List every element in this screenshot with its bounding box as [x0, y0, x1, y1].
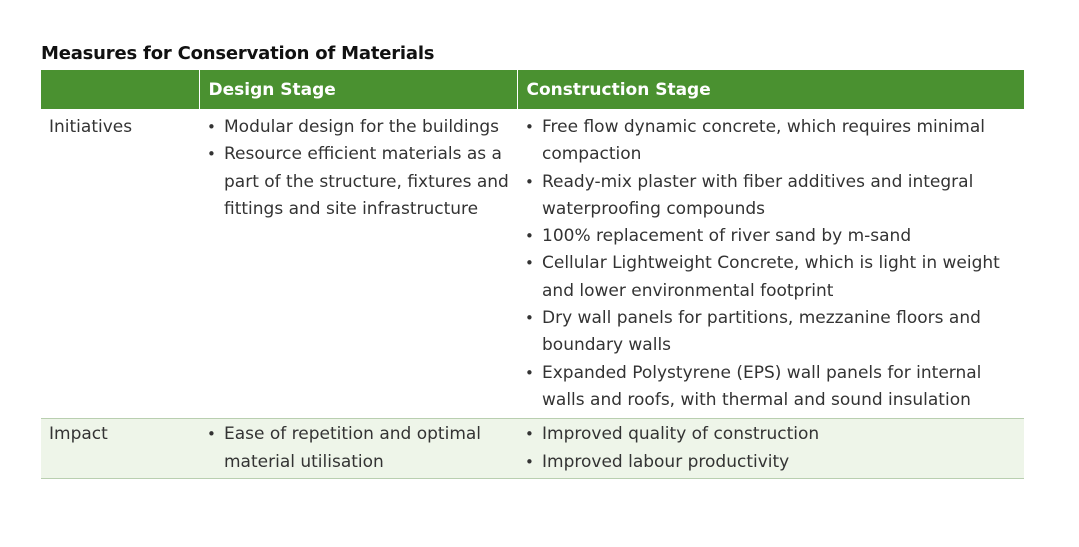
list-item: • Ready-mix plaster with fiber additives … — [525, 169, 1024, 224]
table-body: Initiatives • Modular design for the buil… — [41, 109, 1024, 479]
bullet-icon: • — [525, 172, 534, 191]
initiatives-construction-cell: • Free flow dynamic concrete, which requi… — [517, 109, 1024, 419]
list-item: • Expanded Polystyrene (EPS) wall panels … — [525, 360, 1024, 415]
bullet-icon: • — [525, 227, 534, 246]
header-row: Design Stage Construction Stage — [41, 70, 1024, 109]
initiatives-construction-list: • Free flow dynamic concrete, which requi… — [525, 114, 1024, 414]
list-item: • Improved labour productivity — [525, 449, 1024, 476]
impact-construction-list: • Improved quality of construction • Impro… — [525, 421, 1024, 476]
list-item: • Resource efficient materials as a part … — [207, 141, 517, 223]
row-label-initiatives: Initiatives — [49, 117, 133, 137]
table-title: Measures for Conservation of Materials — [41, 43, 435, 64]
initiatives-design-list: • Modular design for the buildings • Resou… — [207, 114, 517, 223]
row-label-impact: Impact — [41, 418, 199, 479]
list-item: • Ease of repetition and optimal material… — [207, 421, 517, 476]
impact-design-list: • Ease of repetition and optimal material… — [207, 421, 517, 476]
table-row-initiatives: Initiatives • Modular design for the buil… — [41, 109, 1024, 419]
bullet-icon: • — [525, 118, 534, 136]
table-header: Design Stage Construction Stage — [41, 70, 1024, 109]
header-cell-blank — [41, 70, 199, 109]
impact-construction-cell: • Improved quality of construction • Impro… — [517, 418, 1024, 479]
table-row-impact: Impact • Ease of repetition and optimal m… — [41, 418, 1024, 479]
initiatives-design-cell: • Modular design for the buildings • Resou… — [199, 109, 517, 419]
header-cell-design-stage: Design Stage — [198, 70, 517, 109]
impact-design-cell: • Ease of repetition and optimal material… — [199, 418, 517, 479]
bullet-icon: • — [525, 309, 534, 328]
bullet-icon: • — [207, 145, 216, 164]
list-item: • Cellular Lightweight Concrete, which is… — [525, 250, 1024, 305]
list-item: • Modular design for the buildings — [207, 114, 517, 141]
list-item: • Dry wall panels for partitions, mezzani… — [525, 305, 1024, 360]
bullet-icon: • — [525, 363, 534, 382]
bullet-icon: • — [525, 425, 534, 444]
list-item: • Free flow dynamic concrete, which requi… — [525, 114, 1024, 169]
bullet-icon: • — [525, 452, 534, 471]
bullet-icon: • — [207, 118, 216, 136]
list-item: • 100% replacement of river sand by m-san… — [525, 223, 1024, 250]
materials-table: Design Stage Construction Stage Initiati… — [41, 70, 1024, 479]
bullet-icon: • — [525, 254, 534, 273]
header-cell-construction-stage: Construction Stage — [516, 70, 1024, 109]
materials-table-section: Measures for Conservation of Materials D… — [41, 40, 1024, 479]
bullet-icon: • — [207, 425, 216, 444]
list-item: • Improved quality of construction — [525, 421, 1024, 448]
